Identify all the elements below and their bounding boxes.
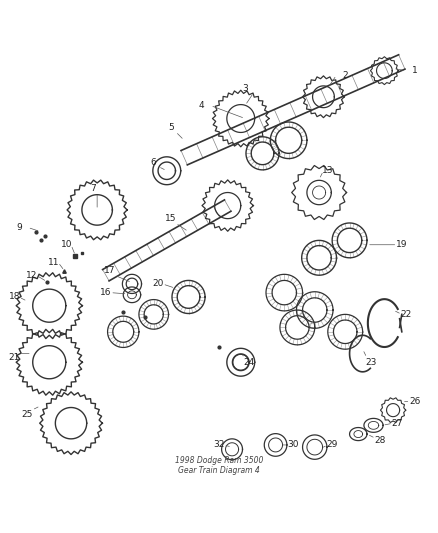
Text: 21: 21 [9,353,20,362]
Text: 1998 Dodge Ram 3500
Gear Train Diagram 4: 1998 Dodge Ram 3500 Gear Train Diagram 4 [175,456,263,475]
Text: 27: 27 [392,419,403,427]
Text: 3: 3 [242,84,248,93]
Text: 28: 28 [374,436,386,445]
Text: 5: 5 [168,123,174,132]
Text: 4: 4 [199,101,205,110]
Text: 19: 19 [396,240,407,249]
Text: 23: 23 [366,358,377,367]
Text: 26: 26 [409,397,420,406]
Text: 12: 12 [26,271,38,280]
Text: 25: 25 [22,410,33,419]
Text: 13: 13 [322,166,334,175]
Text: 11: 11 [48,257,60,266]
Text: 29: 29 [326,440,338,449]
Text: 20: 20 [152,279,164,288]
Text: 15: 15 [166,214,177,223]
Text: 2: 2 [343,70,348,79]
Text: 10: 10 [61,240,72,249]
Text: 9: 9 [16,223,21,232]
Text: 18: 18 [9,293,20,302]
Text: 1: 1 [412,66,418,75]
Text: 7: 7 [90,184,95,192]
Text: 6: 6 [151,158,157,166]
Text: 17: 17 [104,266,116,276]
Text: 32: 32 [213,440,225,449]
Text: 22: 22 [400,310,412,319]
Text: 24: 24 [244,358,255,367]
Text: 16: 16 [100,288,112,297]
Text: 30: 30 [287,440,299,449]
